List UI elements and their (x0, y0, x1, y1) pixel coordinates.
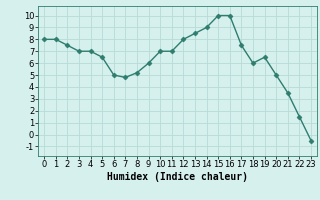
X-axis label: Humidex (Indice chaleur): Humidex (Indice chaleur) (107, 172, 248, 182)
